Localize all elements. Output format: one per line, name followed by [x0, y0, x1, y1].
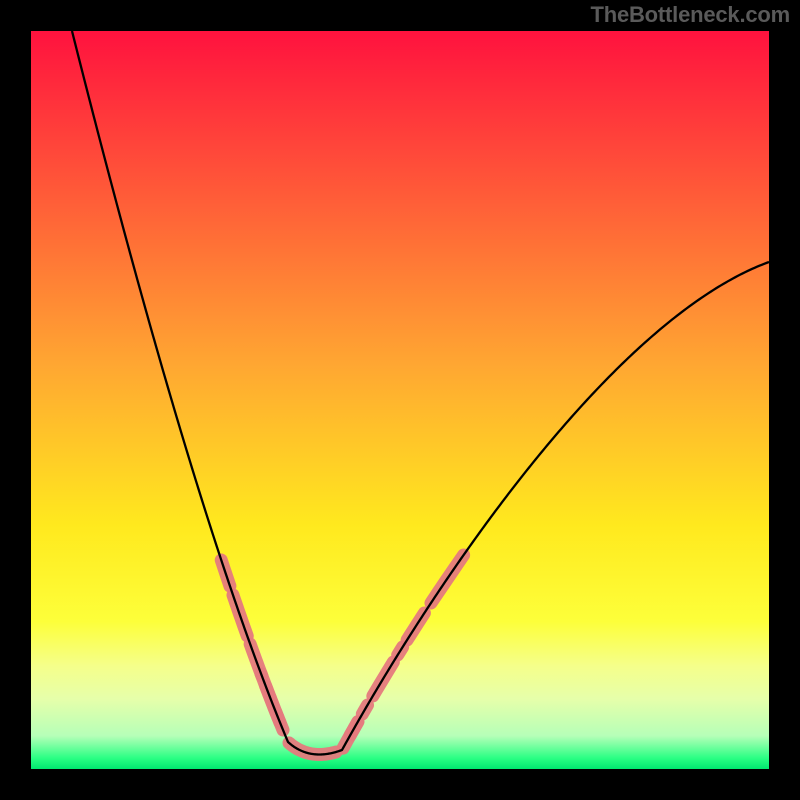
chart-canvas [0, 0, 800, 800]
figure-root: TheBottleneck.com [0, 0, 800, 800]
watermark-text: TheBottleneck.com [590, 2, 790, 28]
